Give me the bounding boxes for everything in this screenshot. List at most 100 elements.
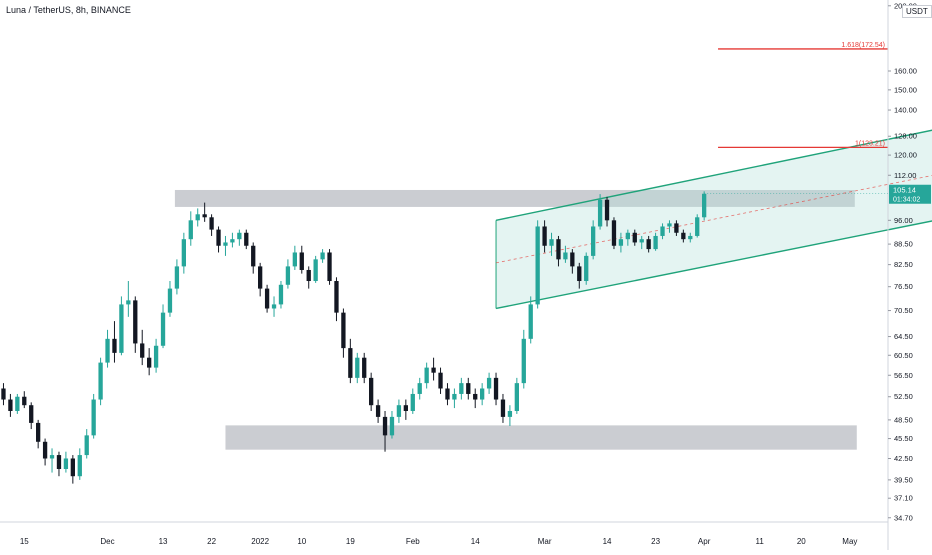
candle	[285, 259, 291, 289]
candle	[556, 235, 561, 267]
candle-body	[424, 367, 429, 384]
candle	[42, 438, 48, 466]
candle-body	[209, 217, 214, 230]
candle-body	[611, 220, 617, 246]
y-tick-label: 140.00	[894, 106, 917, 115]
candle	[646, 235, 651, 253]
candle	[362, 352, 367, 384]
candle-body	[70, 458, 75, 477]
candle	[29, 402, 34, 430]
channel-layer	[495, 129, 932, 310]
y-tick-label: 112.00	[894, 171, 916, 180]
candle-body	[174, 266, 180, 289]
candle	[292, 245, 297, 270]
candle-body	[362, 357, 367, 378]
channel-upper-line	[495, 129, 932, 222]
y-tick-label: 160.00	[894, 67, 917, 76]
x-tick-label: Apr	[698, 537, 711, 546]
candle-body	[410, 393, 415, 411]
candle	[493, 372, 499, 406]
candle	[660, 223, 665, 240]
candle	[251, 242, 256, 274]
candle-body	[160, 312, 166, 346]
candle	[466, 377, 471, 400]
candle-body	[646, 239, 651, 250]
candle-body	[438, 372, 443, 389]
candle-body	[570, 252, 575, 267]
candle-body	[230, 239, 235, 243]
candle-body	[292, 252, 297, 267]
candle-body	[98, 362, 103, 400]
candle	[264, 284, 270, 313]
x-tick-label: Feb	[406, 537, 420, 546]
candle-body	[549, 239, 554, 246]
candle	[611, 217, 617, 250]
candle	[258, 262, 263, 297]
candle	[702, 191, 707, 221]
candle-body	[542, 226, 547, 246]
candle	[91, 393, 96, 439]
candle-body	[140, 343, 145, 358]
y-tick-label: 64.50	[894, 332, 913, 341]
candle-body	[660, 226, 665, 236]
x-tick-label: 2022	[251, 537, 269, 546]
candle-body	[431, 367, 436, 373]
candle-body	[153, 345, 159, 368]
candle	[382, 410, 388, 452]
candle	[244, 229, 249, 250]
candle	[424, 362, 429, 389]
candle-body	[334, 281, 339, 313]
candle-body	[618, 239, 624, 246]
candle	[147, 348, 152, 376]
y-tick-label: 82.50	[894, 260, 913, 269]
candle-body	[306, 269, 311, 282]
candle	[313, 255, 318, 283]
candle-body	[417, 383, 422, 394]
candle-body	[223, 242, 228, 246]
y-tick-label: 39.50	[894, 475, 913, 484]
candle-body	[112, 338, 117, 353]
candle-body	[313, 259, 318, 282]
candle-body	[1, 388, 6, 400]
candle	[473, 388, 478, 409]
candle	[15, 393, 20, 414]
candle	[160, 304, 166, 349]
y-tick-label: 88.50	[894, 240, 913, 249]
x-tick-label: 19	[346, 537, 355, 546]
candle	[209, 214, 214, 236]
currency-button[interactable]: USDT	[902, 5, 932, 18]
candle-body	[528, 304, 533, 339]
candle-body	[369, 377, 374, 406]
y-tick-label: 45.50	[894, 434, 913, 443]
candle-body	[22, 396, 27, 406]
candle-body	[382, 416, 388, 436]
candle-body	[507, 410, 513, 417]
candle	[105, 329, 110, 368]
candle-body	[77, 455, 82, 477]
candle-body	[216, 229, 221, 246]
candle	[438, 367, 443, 394]
candle-body	[355, 357, 360, 378]
candle	[369, 372, 374, 411]
candle-body	[688, 235, 693, 240]
candle-body	[320, 252, 325, 260]
candle	[56, 451, 62, 477]
candle	[237, 229, 242, 246]
candle-body	[29, 405, 34, 423]
candle-body	[389, 416, 395, 436]
candle	[153, 338, 159, 373]
price-tag	[889, 184, 931, 204]
candle	[334, 277, 339, 322]
candle	[459, 377, 464, 400]
candle	[133, 296, 138, 353]
candle	[542, 220, 547, 253]
fibonacci-layer: 1.618(172.54) 1(123.21)	[718, 42, 888, 149]
candle-body	[681, 232, 686, 240]
candle-body	[445, 388, 450, 400]
candle	[341, 308, 346, 358]
candle	[98, 357, 103, 406]
candle-body	[466, 383, 471, 394]
candle	[167, 281, 173, 317]
